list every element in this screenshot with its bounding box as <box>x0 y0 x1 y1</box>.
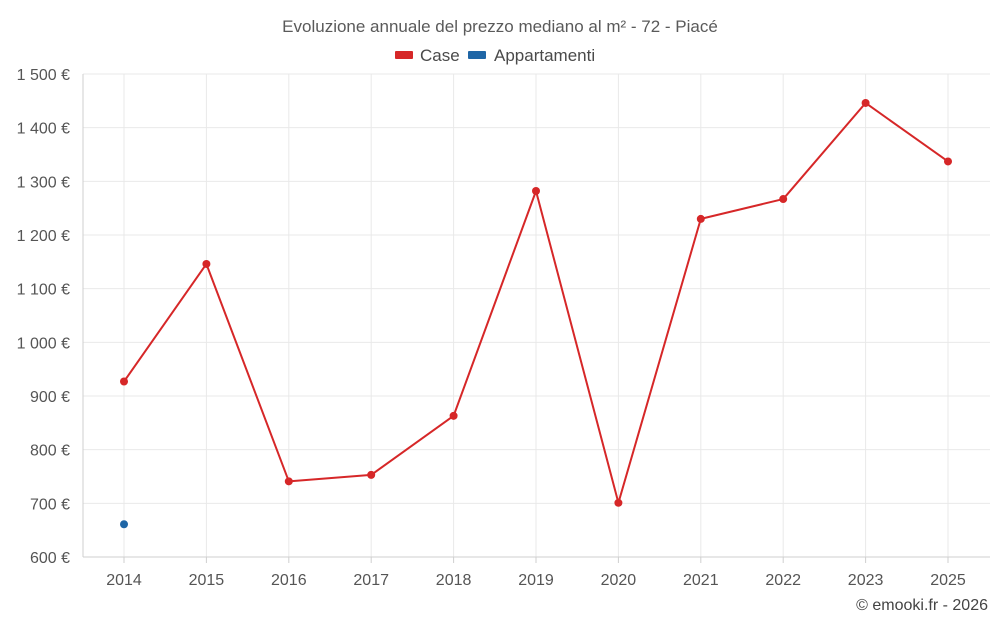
data-point-case[interactable] <box>779 195 788 204</box>
y-tick-label: 600 € <box>30 550 70 567</box>
y-tick-label: 700 € <box>30 496 70 513</box>
y-tick-label: 900 € <box>30 389 70 406</box>
x-tick-label: 2025 <box>930 572 966 589</box>
x-axis: 2014 2015 2016 2017 2018 2019 2020 2021 2022 2023… <box>83 556 990 589</box>
x-tick-label: 2016 <box>271 572 307 589</box>
legend-item-appartamenti[interactable]: Appartamenti <box>468 46 595 65</box>
x-tick-label: 2022 <box>765 572 801 589</box>
legend-swatch-case <box>395 51 413 59</box>
x-tick-label: 2017 <box>353 572 389 589</box>
data-point-case[interactable] <box>861 98 870 107</box>
series-appartamenti <box>120 520 128 529</box>
legend-label-appartamenti: Appartamenti <box>494 46 595 65</box>
data-point-case[interactable] <box>614 498 623 507</box>
series-case <box>120 98 952 507</box>
series <box>120 98 952 529</box>
legend-label-case: Case <box>420 46 460 65</box>
y-tick-label: 1 500 € <box>17 67 70 84</box>
copyright-credit: © emooki.fr - 2026 <box>856 597 988 614</box>
data-point-case[interactable] <box>944 157 952 166</box>
y-tick-label: 800 € <box>30 443 70 460</box>
y-axis: 600 € 700 € 800 € 900 € 1 000 € 1 100 € 1 200 … <box>17 67 84 567</box>
x-tick-label: 2014 <box>106 572 142 589</box>
data-point-case[interactable] <box>202 259 211 268</box>
y-tick-label: 1 300 € <box>17 174 70 191</box>
data-point-case[interactable] <box>696 214 705 223</box>
x-tick-label: 2015 <box>189 572 225 589</box>
y-tick-label: 1 000 € <box>17 335 70 352</box>
data-point-case[interactable] <box>120 377 128 386</box>
legend: Case Appartamenti <box>395 46 595 65</box>
legend-item-case[interactable]: Case <box>395 46 460 65</box>
data-point-appartamenti[interactable] <box>120 520 128 529</box>
y-tick-label: 1 100 € <box>17 282 70 299</box>
x-tick-label: 2020 <box>601 572 637 589</box>
gridlines <box>83 73 990 558</box>
data-point-case[interactable] <box>284 477 293 486</box>
y-tick-label: 1 400 € <box>17 121 70 138</box>
x-tick-label: 2018 <box>436 572 472 589</box>
data-point-case[interactable] <box>367 470 376 479</box>
x-tick-label: 2019 <box>518 572 554 589</box>
data-point-case[interactable] <box>449 411 458 420</box>
x-tick-label: 2021 <box>683 572 719 589</box>
chart-title: Evoluzione annuale del prezzo mediano al… <box>282 17 718 36</box>
legend-swatch-appartamenti <box>468 51 486 59</box>
data-point-case[interactable] <box>532 186 540 195</box>
y-tick-label: 1 200 € <box>17 228 70 245</box>
x-tick-label: 2023 <box>848 572 884 589</box>
